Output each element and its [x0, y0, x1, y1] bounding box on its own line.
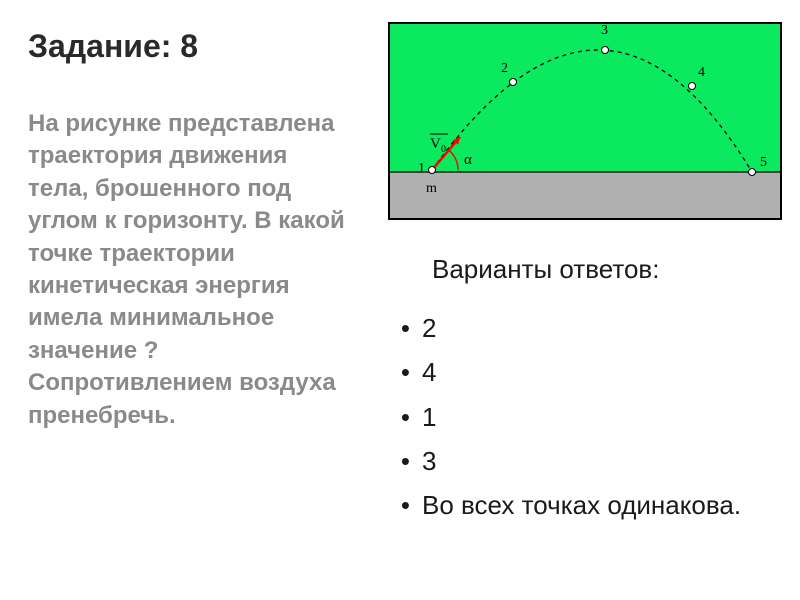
answer-option-label: 4: [422, 352, 778, 392]
svg-text:0: 0: [441, 144, 446, 155]
diagram-svg: V0 α m1 2 3 4 5: [390, 24, 782, 220]
answer-option-label: 2: [422, 308, 778, 348]
answer-option: •2: [388, 308, 778, 348]
answer-option: • 1: [388, 397, 778, 437]
task-title: Задание: 8: [28, 28, 198, 65]
svg-text:m: m: [426, 181, 437, 196]
svg-text:α: α: [464, 152, 472, 168]
answer-option: • 3: [388, 441, 778, 481]
answer-option-label: 1: [422, 397, 778, 437]
answer-option: • 4: [388, 352, 778, 392]
answer-option-label: Во всех точках одинакова.: [422, 485, 778, 525]
svg-text:4: 4: [698, 65, 705, 80]
svg-text:2: 2: [501, 61, 508, 76]
task-title-text: Задание: 8: [28, 28, 198, 64]
svg-text:1: 1: [418, 161, 425, 176]
variants-heading: Варианты ответов:: [432, 254, 659, 285]
answer-option: • Во всех точках одинакова.: [388, 485, 778, 525]
answer-list: •2• 4• 1• 3• Во всех точках одинакова.: [388, 308, 778, 529]
trajectory-diagram: V0 α m1 2 3 4 5: [388, 22, 782, 220]
bullet-icon: •: [388, 441, 422, 481]
bullet-icon: •: [388, 352, 422, 392]
svg-text:V: V: [430, 136, 441, 152]
bullet-icon: •: [388, 485, 422, 525]
svg-text:3: 3: [601, 24, 608, 38]
question-text: На рисунке представлена траектория движе…: [28, 108, 348, 432]
svg-text:5: 5: [760, 155, 767, 170]
bullet-icon: •: [388, 308, 422, 348]
bullet-icon: •: [388, 397, 422, 437]
answer-option-label: 3: [422, 441, 778, 481]
